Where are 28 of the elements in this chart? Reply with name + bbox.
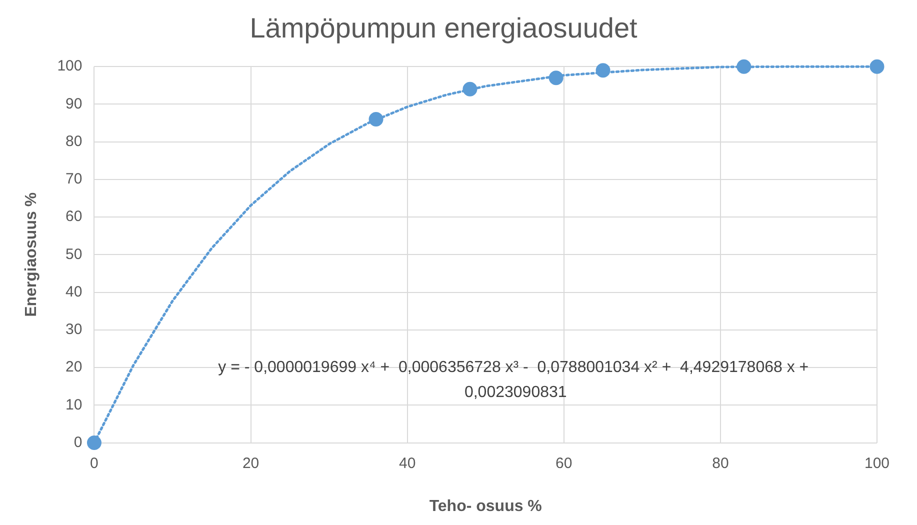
point xyxy=(462,82,478,96)
point xyxy=(736,59,752,74)
x-tick-label: 100 xyxy=(864,454,890,472)
x-tick-label: 60 xyxy=(556,454,572,472)
x-tick-label: 0 xyxy=(90,454,98,472)
y-tick-label: 100 xyxy=(57,58,82,75)
y-tick-label: 20 xyxy=(66,358,82,376)
y-tick-label: 70 xyxy=(66,170,82,188)
point xyxy=(368,112,384,127)
point xyxy=(870,59,884,74)
y-tick-label: 30 xyxy=(66,321,82,338)
x-axis-title: Teho- osuus % xyxy=(429,498,542,515)
y-tick-label: 10 xyxy=(66,396,82,414)
y-tick-label: 90 xyxy=(66,95,82,112)
x-tick-label: 20 xyxy=(242,454,260,472)
x-tick-label: 40 xyxy=(398,454,416,472)
y-axis-title: Energiaosuus % xyxy=(23,192,40,317)
y-tick-label: 0 xyxy=(74,434,82,451)
annotation: y = - 0,0000019699 x⁴ + 0,0006356728 x³ - 0,0788001034 x² + 4,4929178068 x + 0,0023090831 xyxy=(218,358,814,401)
chart-title: Lämpöpumpun energiaosuudet xyxy=(250,12,638,44)
x-tick-label: 80 xyxy=(712,454,729,472)
point xyxy=(596,63,610,78)
y-tick-label: 50 xyxy=(66,246,82,263)
point xyxy=(86,436,102,450)
y-tick-label: 80 xyxy=(66,132,82,150)
y-tick-label: 40 xyxy=(66,283,82,300)
point xyxy=(548,70,564,86)
y-tick-label: 60 xyxy=(66,208,82,226)
